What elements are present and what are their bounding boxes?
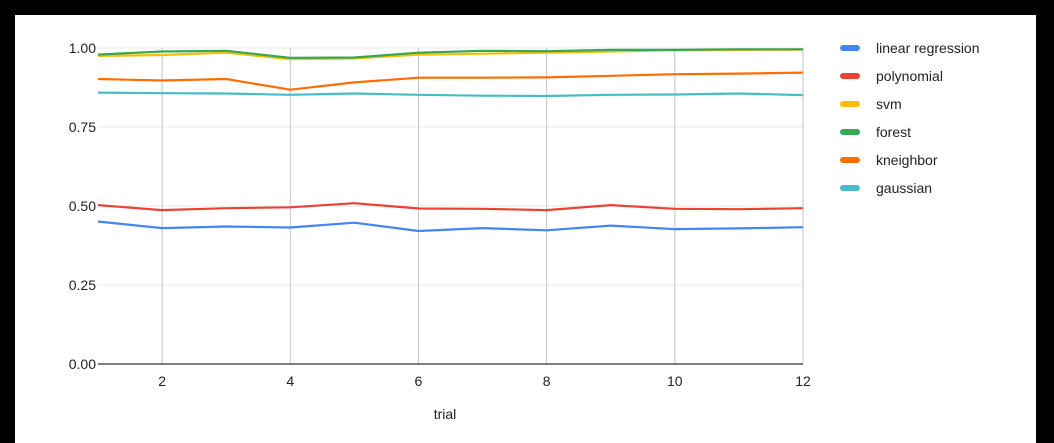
legend-label: svm — [876, 96, 902, 112]
y-tick-label: 1.00 — [69, 40, 96, 56]
chart-panel: 0.00 0.25 0.50 0.75 1.00 2 4 6 8 10 12 trial linea… — [15, 15, 1036, 443]
series-line-forest — [97, 48, 803, 59]
series-lines — [97, 48, 804, 233]
series-line-kneighbor — [97, 71, 804, 91]
y-tick-label: 0.25 — [69, 277, 96, 293]
series-line-linear-regression — [97, 220, 804, 233]
legend-label: kneighbor — [876, 152, 938, 168]
legend-label: linear regression — [876, 40, 980, 56]
legend-label: forest — [876, 124, 911, 140]
legend-swatch — [840, 129, 860, 135]
legend-swatch — [840, 157, 860, 163]
legend-swatch — [840, 73, 860, 79]
x-axis-title: trial — [434, 406, 457, 422]
x-tick-label: 2 — [158, 373, 166, 389]
legend-swatch — [840, 185, 860, 191]
y-tick-label: 0.00 — [69, 356, 96, 372]
legend-swatch — [840, 101, 860, 107]
legend: linear regression polynomial svm forest knei… — [840, 40, 980, 196]
series-line-polynomial — [97, 202, 804, 212]
series-line-gaussian — [97, 91, 804, 98]
grid — [98, 47, 804, 364]
legend-swatch — [840, 45, 860, 51]
legend-label: polynomial — [876, 68, 943, 84]
x-tick-label: 4 — [286, 373, 294, 389]
x-tick-label: 10 — [667, 373, 683, 389]
x-tick-label: 12 — [795, 373, 811, 389]
y-tick-label: 0.75 — [69, 119, 96, 135]
axes: 0.00 0.25 0.50 0.75 1.00 2 4 6 8 10 12 — [69, 40, 811, 389]
x-tick-label: 6 — [415, 373, 423, 389]
line-chart: 0.00 0.25 0.50 0.75 1.00 2 4 6 8 10 12 trial linea… — [69, 40, 980, 422]
y-tick-label: 0.50 — [69, 198, 96, 214]
legend-label: gaussian — [876, 180, 932, 196]
x-tick-label: 8 — [543, 373, 551, 389]
